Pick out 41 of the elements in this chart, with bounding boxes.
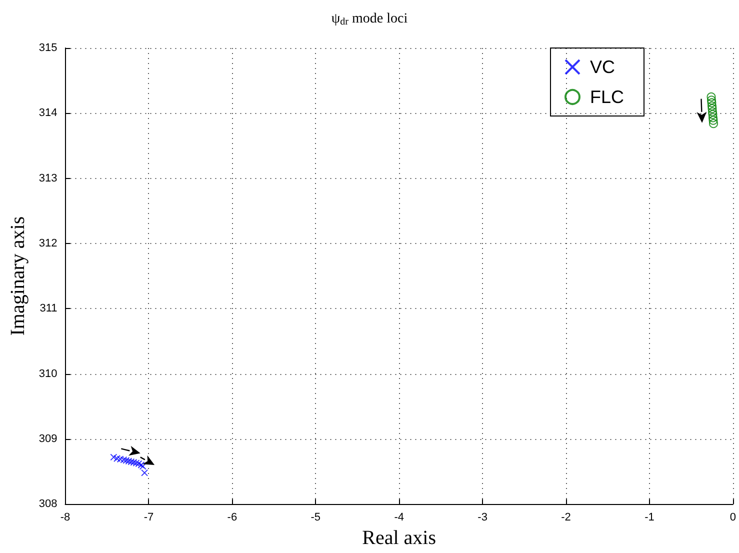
- y-tick-label: 308: [38, 498, 58, 510]
- point: [708, 107, 717, 116]
- point: [130, 458, 138, 466]
- point: [706, 92, 716, 102]
- x-tick-label: -3: [478, 512, 488, 524]
- y-tick-label: 315: [38, 42, 58, 54]
- y-tick-label: 310: [38, 368, 58, 380]
- x-tick-label: -8: [60, 512, 70, 524]
- point: [708, 104, 717, 114]
- y-tick-label: 314: [38, 107, 58, 120]
- point: [708, 113, 718, 122]
- x-tick-label: -4: [394, 512, 404, 524]
- y-tick-label: 313: [38, 172, 58, 184]
- point: [116, 456, 124, 463]
- point: [135, 460, 142, 468]
- point: [708, 110, 718, 119]
- legend-label: VC: [590, 57, 616, 77]
- point: [110, 454, 118, 461]
- x-tick-label: -6: [227, 512, 238, 524]
- point: [707, 98, 716, 108]
- point: [708, 116, 718, 125]
- y-tick-label: 312: [38, 237, 58, 250]
- point: [128, 458, 135, 466]
- y-tick-label: 309: [38, 432, 58, 445]
- point: [114, 454, 120, 462]
- point: [709, 119, 718, 128]
- x-tick-label: -2: [561, 512, 571, 524]
- x-tick-label: -1: [644, 512, 654, 524]
- point: [125, 458, 132, 465]
- point: [132, 460, 140, 467]
- point: [122, 456, 130, 464]
- x-tick-label: 0: [730, 512, 736, 524]
- x-axis-title: Real axis: [362, 527, 436, 549]
- legend-label: FLC: [590, 87, 624, 107]
- point: [120, 456, 128, 464]
- point: [707, 96, 716, 105]
- x-tick-label: -5: [310, 512, 321, 524]
- y-axis-title: Imaginary axis: [7, 216, 29, 336]
- x-tick-label: -7: [144, 512, 154, 524]
- point: [708, 101, 716, 110]
- y-tick-label: 311: [40, 302, 58, 315]
